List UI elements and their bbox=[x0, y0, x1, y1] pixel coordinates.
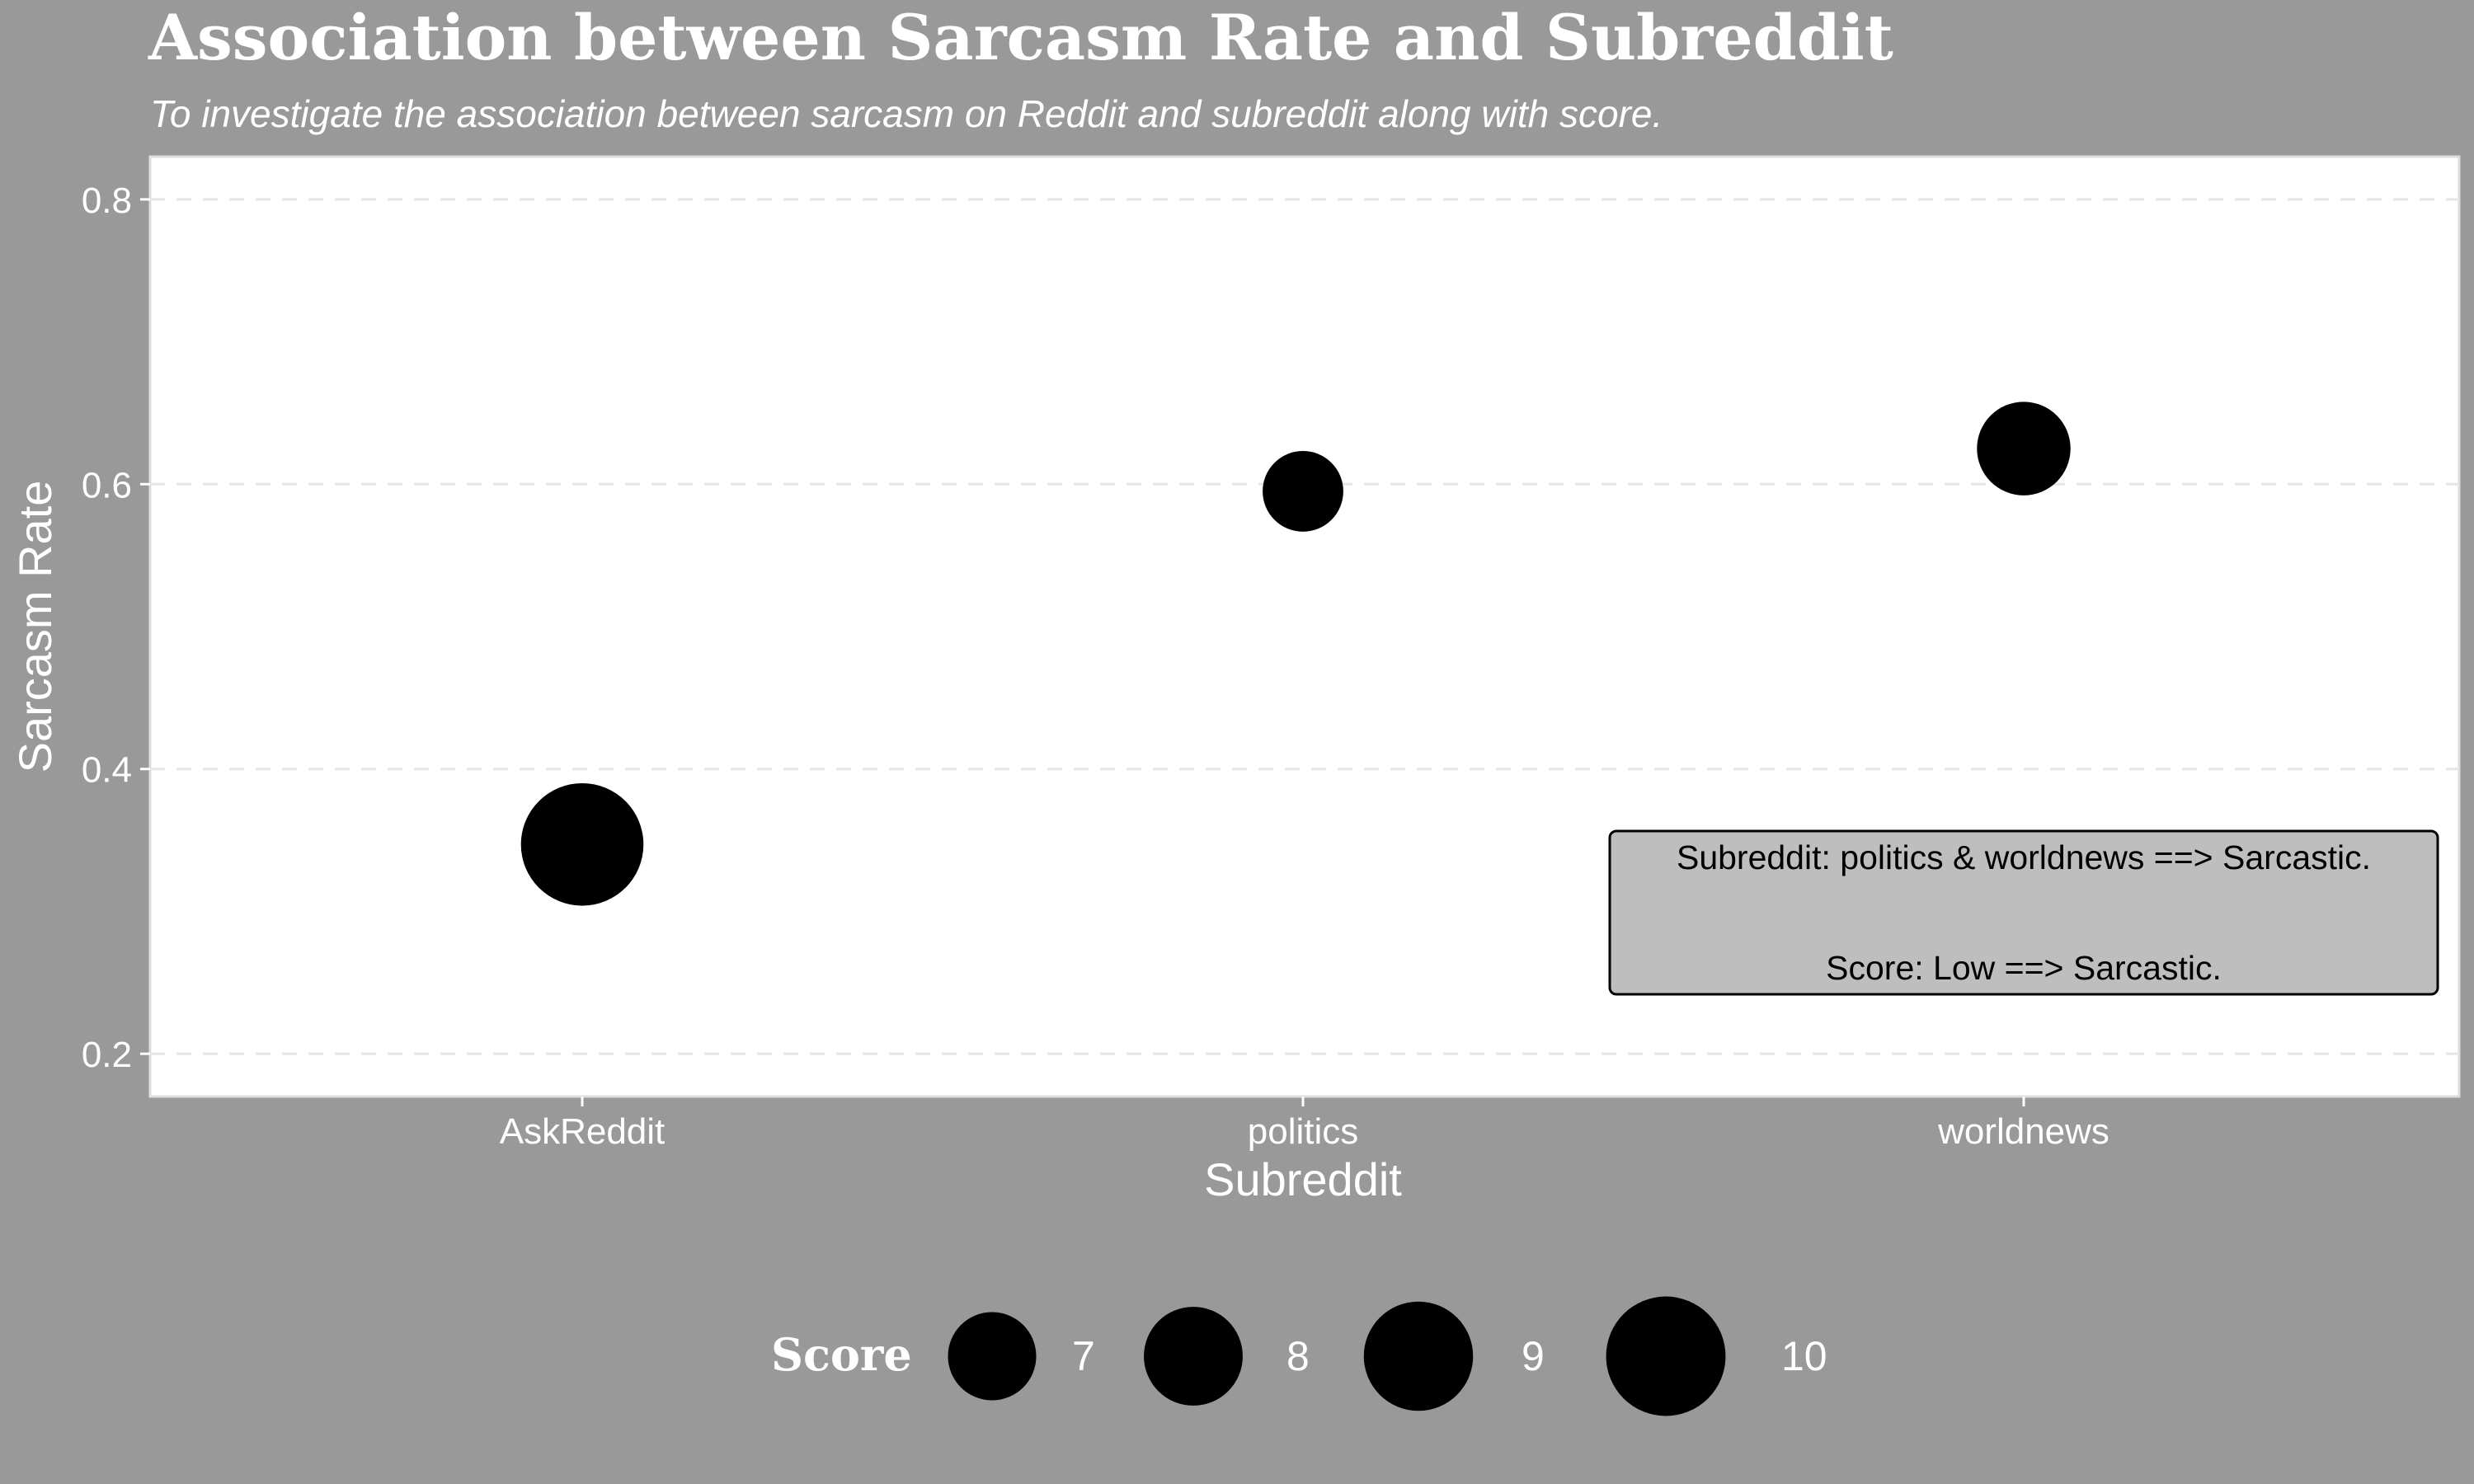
data-point-AskReddit bbox=[520, 782, 644, 906]
data-points bbox=[520, 402, 2071, 906]
legend-key-7 bbox=[948, 1312, 1037, 1401]
y-tick-label: 0.6 bbox=[82, 465, 132, 505]
x-axis-ticks: AskReddit politics worldnews bbox=[500, 1097, 2109, 1152]
y-tick-label: 0.4 bbox=[82, 750, 132, 791]
legend-key-8 bbox=[1144, 1307, 1243, 1406]
y-axis-title: Sarcasm Rate bbox=[9, 481, 61, 773]
legend-title: Score bbox=[771, 1328, 912, 1381]
annotation-box: Subreddit: politics & worldnews ==> Sarc… bbox=[1608, 829, 2439, 996]
legend-key-9 bbox=[1363, 1301, 1474, 1411]
chart-title: Association between Sarcasm Rate and Sub… bbox=[148, 1, 1893, 74]
legend-entries: 7 8 9 10 bbox=[948, 1296, 1827, 1416]
y-axis-ticks: 0.2 0.4 0.6 0.8 bbox=[82, 181, 150, 1075]
x-axis-title: Subreddit bbox=[1204, 1153, 1402, 1205]
x-tick-label: AskReddit bbox=[500, 1111, 666, 1152]
legend-label-8: 8 bbox=[1286, 1333, 1310, 1379]
legend-label-9: 9 bbox=[1522, 1333, 1545, 1379]
x-tick-label: politics bbox=[1248, 1111, 1359, 1152]
chart-subtitle: To investigate the association between s… bbox=[150, 92, 1663, 135]
data-point-politics bbox=[1263, 450, 1343, 532]
legend-key-10 bbox=[1606, 1296, 1726, 1416]
annotation-line-1: Subreddit: politics & worldnews ==> Sarc… bbox=[1677, 838, 2371, 876]
legend-label-10: 10 bbox=[1781, 1333, 1827, 1379]
y-tick-label: 0.8 bbox=[82, 181, 132, 221]
annotation-background bbox=[1608, 829, 2439, 996]
annotation-line-2: Score: Low ==> Sarcastic. bbox=[1826, 949, 2222, 987]
legend: Score 7 8 9 10 bbox=[771, 1296, 1827, 1416]
data-point-worldnews bbox=[1977, 402, 2071, 495]
y-tick-label: 0.2 bbox=[82, 1035, 132, 1075]
x-tick-label: worldnews bbox=[1937, 1111, 2109, 1152]
legend-label-7: 7 bbox=[1072, 1333, 1095, 1379]
